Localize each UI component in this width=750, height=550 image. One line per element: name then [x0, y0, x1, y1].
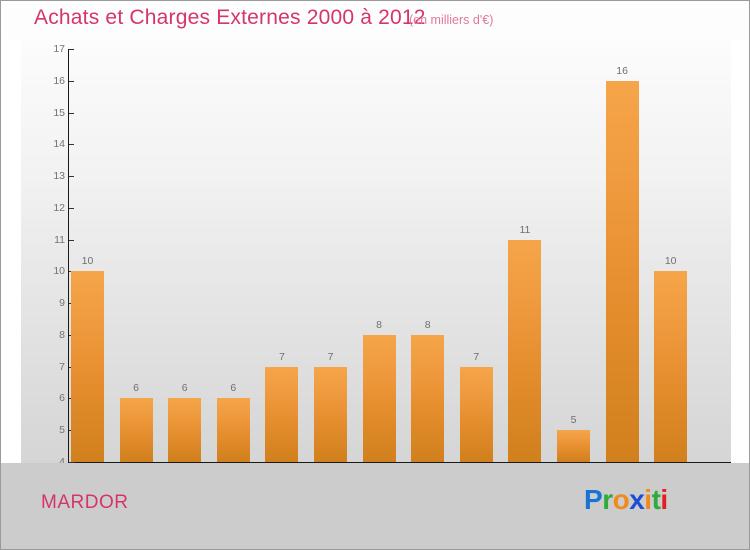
logo-letter: i	[660, 484, 668, 515]
chart-header: Achats et Charges Externes 2000 à 2012 (…	[1, 1, 749, 39]
plot-area: 4 5 6 7 8 9 10 11 12 13 14 15 16 17 10 6 6 6 7 7 8 8 7 11 5 16 10…	[21, 39, 731, 482]
y-axis-tick-label: 15	[53, 106, 65, 119]
logo-letter: o	[612, 484, 630, 515]
y-axis-tick-label: 17	[53, 43, 65, 55]
bar-value-label: 6	[181, 382, 188, 395]
bar-value-label: 8	[424, 318, 431, 331]
page-title: Achats et Charges Externes 2000 à 2012	[34, 6, 426, 29]
bar-value-label: 6	[230, 382, 237, 395]
bar-value-label: 10	[81, 255, 94, 268]
bar[interactable]	[71, 271, 104, 462]
y-axis-tick-label: 14	[53, 138, 65, 151]
y-axis-tick	[69, 49, 74, 50]
y-axis-tick-label: 13	[53, 170, 65, 183]
bar[interactable]	[459, 366, 493, 462]
y-axis-tick-label: 4	[59, 456, 65, 468]
y-axis-line	[68, 49, 69, 463]
entity-name-label: MARDOR	[41, 492, 129, 513]
y-axis-tick	[69, 207, 74, 209]
logo-letter: x	[629, 484, 645, 515]
y-axis-tick-label: 10	[53, 265, 65, 278]
logo-letter: r	[602, 484, 613, 515]
y-axis-tick	[69, 462, 74, 463]
bar[interactable]	[557, 430, 590, 462]
logo-letter: i	[644, 484, 652, 515]
bar-value-label: 7	[278, 350, 285, 363]
bar[interactable]	[411, 334, 445, 462]
y-axis-tick	[69, 176, 74, 178]
y-axis-tick	[69, 112, 74, 114]
logo-letter: t	[651, 484, 661, 515]
bar[interactable]	[216, 398, 250, 462]
bar-value-label: 7	[327, 350, 334, 363]
bar-value-label: 16	[616, 64, 628, 77]
bar-value-label: 11	[519, 223, 531, 236]
y-axis-tick	[69, 239, 74, 241]
y-axis-tick-label: 16	[53, 74, 65, 87]
bar[interactable]	[605, 80, 639, 462]
bar[interactable]	[265, 366, 299, 462]
chart-footer: MARDOR Proxiti	[1, 463, 749, 549]
y-axis-tick-label: 12	[53, 201, 65, 214]
y-axis-tick-label: 11	[54, 233, 65, 246]
bar-value-label: 5	[570, 414, 577, 427]
bar[interactable]	[119, 398, 153, 462]
y-axis-tick	[69, 80, 74, 82]
y-axis-tick	[69, 144, 74, 146]
y-axis-tick-label: 7	[59, 360, 65, 373]
x-axis-line	[68, 462, 731, 463]
bar-value-label: 6	[133, 382, 140, 395]
bar-value-label: 8	[376, 318, 383, 331]
bar[interactable]	[314, 366, 347, 462]
bar[interactable]	[362, 334, 396, 462]
y-axis-tick-label: 6	[59, 392, 65, 405]
y-axis-tick-label: 5	[59, 424, 65, 437]
proxiti-logo: Proxiti	[584, 485, 668, 515]
y-axis-tick-label: 9	[59, 297, 65, 310]
bar[interactable]	[168, 398, 202, 462]
bar-value-label: 7	[473, 350, 480, 363]
bar[interactable]	[508, 239, 542, 462]
y-axis-tick-label: 8	[59, 328, 65, 341]
logo-letter: P	[584, 484, 603, 515]
bar-value-label: 10	[664, 255, 677, 268]
bar[interactable]	[654, 271, 688, 462]
chart-units-subtitle: (en milliers d'€)	[409, 13, 494, 27]
